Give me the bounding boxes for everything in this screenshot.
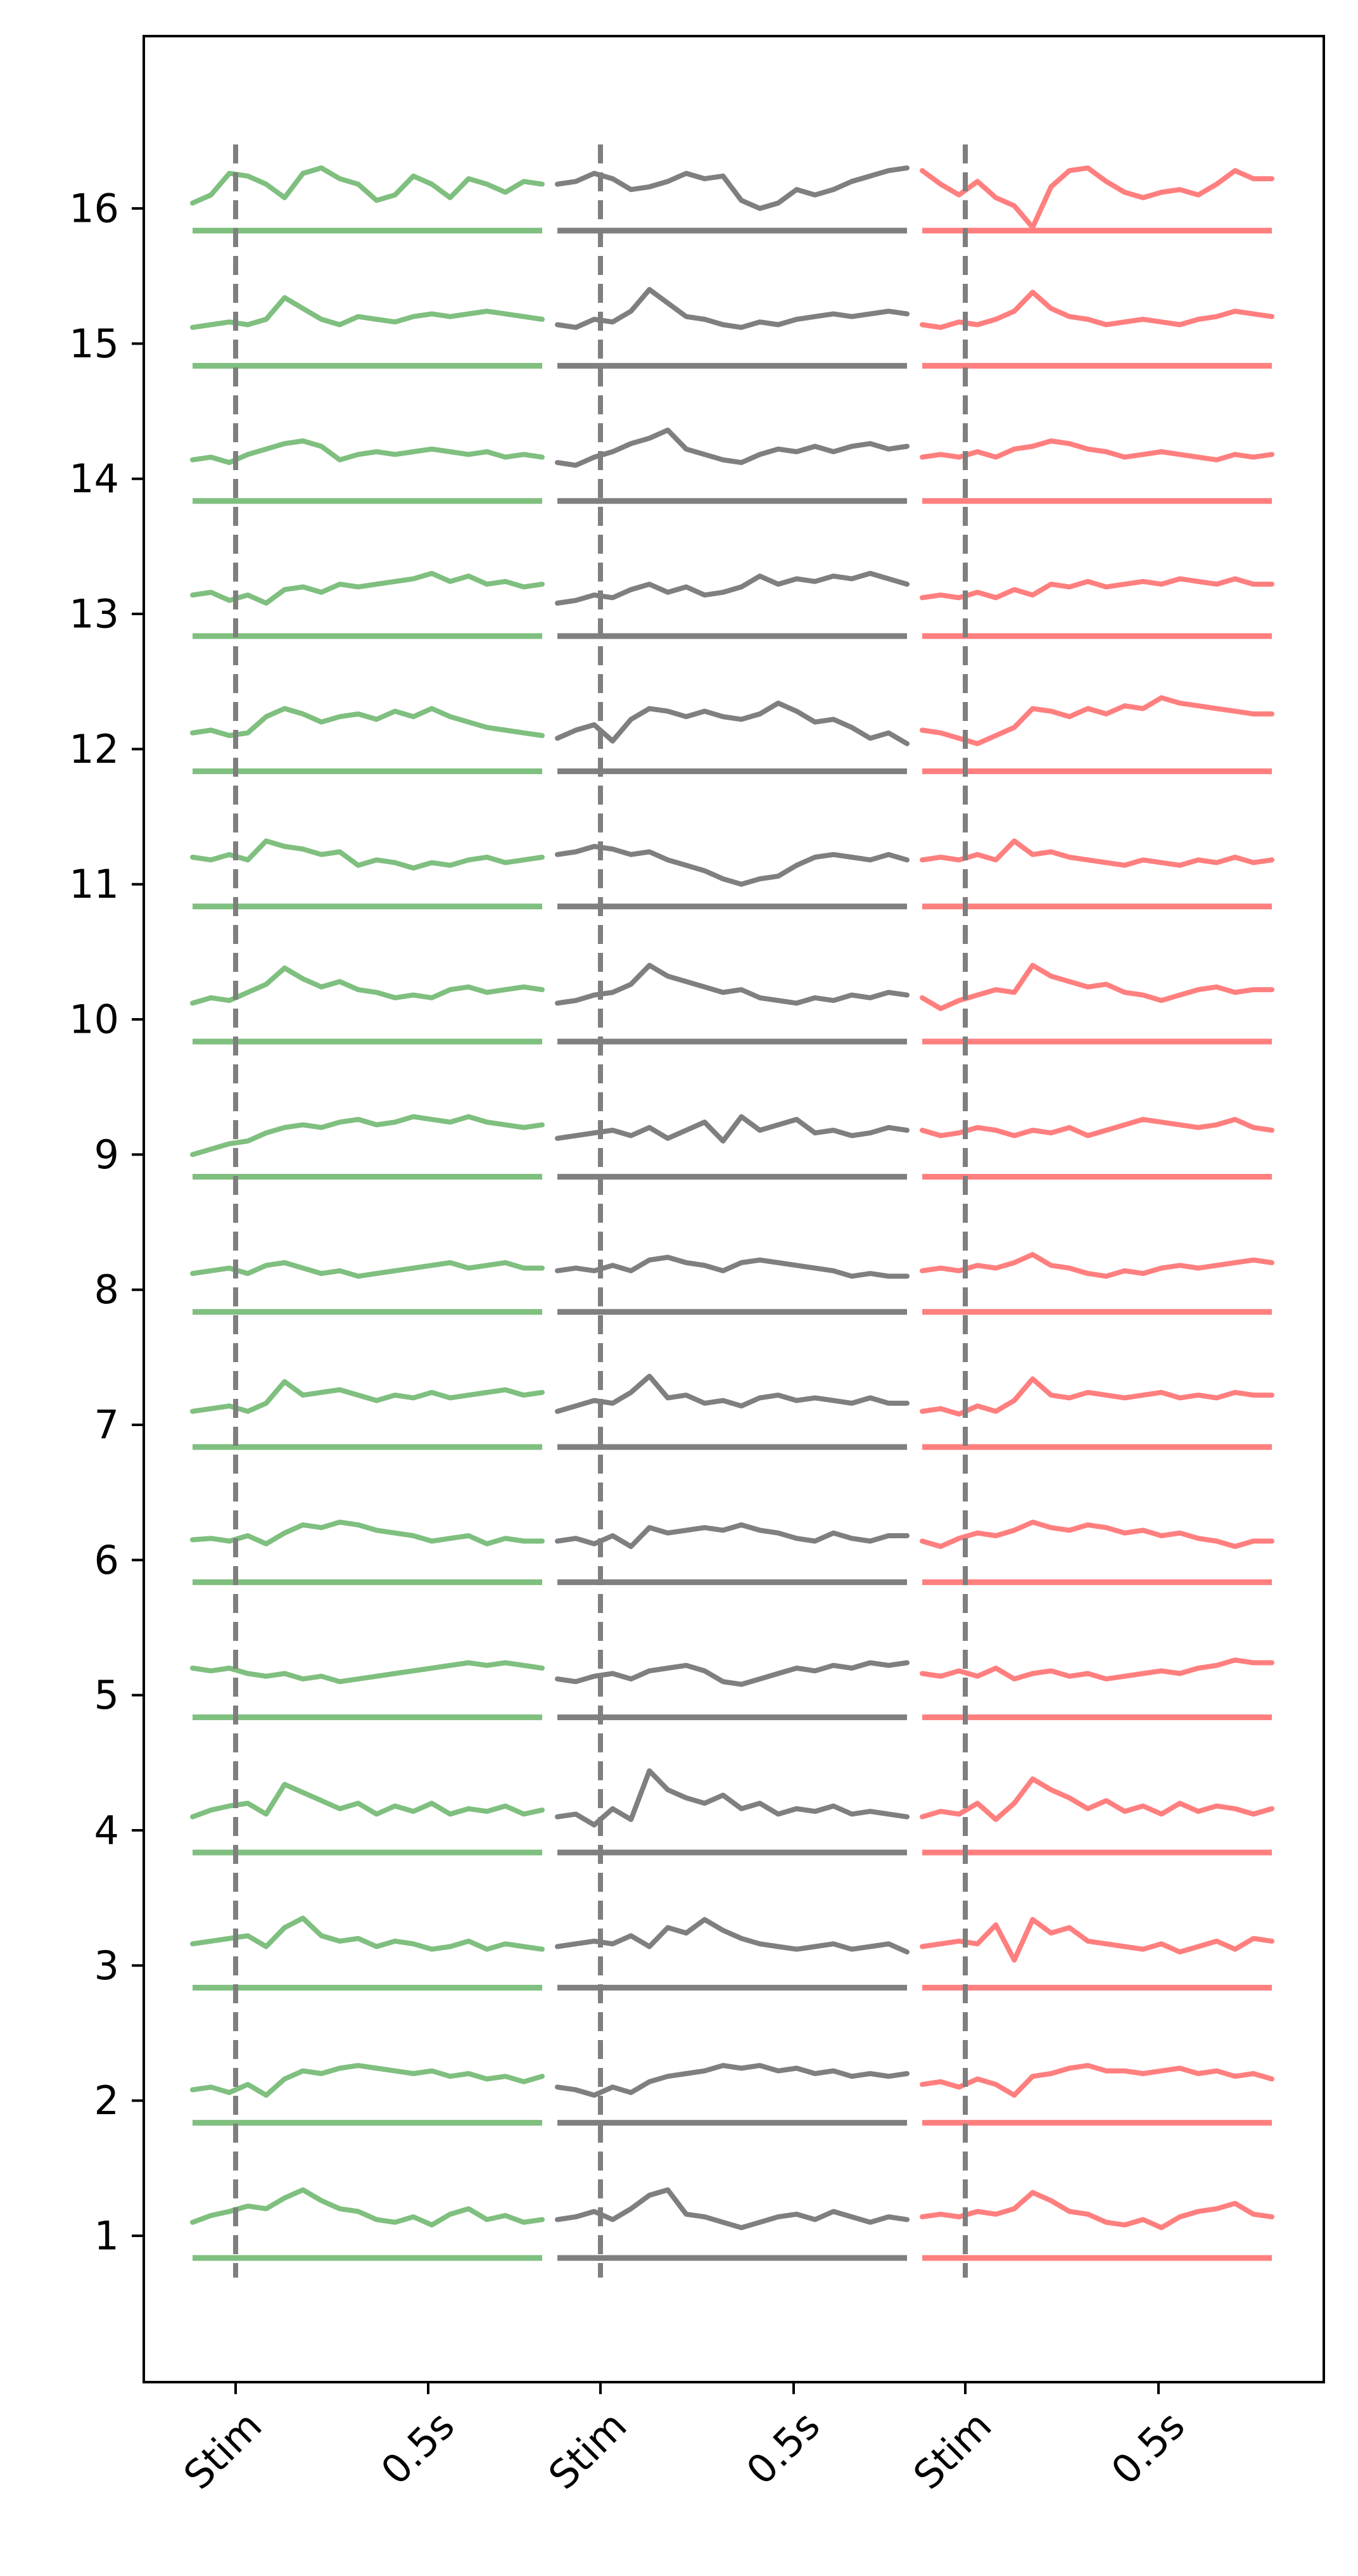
trace-col1-ch15 [190, 295, 545, 330]
y-tick-label-2: 2 [94, 2077, 119, 2124]
trace-col2-ch13 [555, 571, 910, 606]
trace-col3-ch9 [920, 1116, 1274, 1138]
trace-col1-ch11 [190, 838, 545, 871]
trace-col3-ch11 [920, 838, 1274, 868]
trace-col2-ch4 [555, 1768, 910, 1828]
trace-col1-ch8 [190, 1260, 545, 1279]
y-tick-label-11: 11 [69, 861, 119, 907]
trace-col2-ch7 [555, 1374, 910, 1414]
y-tick-label-13: 13 [69, 591, 119, 637]
trace-col2-ch14 [555, 427, 910, 468]
trace-col3-ch2 [920, 2063, 1274, 2098]
trace-col1-ch13 [190, 571, 545, 606]
trace-col1-ch16 [190, 165, 545, 206]
trace-col3-ch4 [920, 1776, 1274, 1822]
y-tick-label-14: 14 [69, 456, 119, 502]
trace-col1-ch14 [190, 438, 545, 466]
y-tick-label-5: 5 [94, 1672, 119, 1718]
trace-col3-ch7 [920, 1376, 1274, 1417]
plot-frame [143, 35, 1325, 2383]
trace-col1-ch4 [190, 1782, 545, 1820]
trace-col3-ch16 [920, 165, 1274, 230]
trace-col2-ch11 [555, 844, 910, 887]
trace-col1-ch10 [190, 966, 545, 1006]
trace-col1-ch1 [190, 2187, 545, 2228]
trace-col2-ch2 [555, 2063, 910, 2098]
trace-col2-ch15 [555, 287, 910, 330]
trace-col1-ch12 [190, 706, 545, 738]
trace-col1-ch6 [190, 1519, 545, 1546]
y-tick-label-10: 10 [69, 997, 119, 1043]
trace-col2-ch1 [555, 2187, 910, 2231]
trace-col3-ch14 [920, 438, 1274, 462]
y-tick-label-1: 1 [94, 2213, 119, 2259]
trace-col1-ch5 [190, 1660, 545, 1685]
baselines-layer [193, 227, 1272, 2261]
y-tick-label-4: 4 [94, 1808, 119, 1854]
y-tick-label-7: 7 [94, 1402, 119, 1448]
trace-col3-ch15 [920, 290, 1274, 330]
trace-col2-ch3 [555, 1916, 910, 1954]
trace-col2-ch6 [555, 1522, 910, 1549]
y-tick-label-15: 15 [69, 321, 119, 367]
y-tick-label-12: 12 [69, 726, 119, 772]
trace-col1-ch3 [190, 1915, 545, 1952]
traces-layer [190, 165, 1274, 2231]
trace-col3-ch13 [920, 576, 1274, 601]
trace-col3-ch10 [920, 962, 1274, 1011]
y-tick-label-16: 16 [69, 186, 119, 232]
trace-col2-ch9 [555, 1114, 910, 1144]
trace-col1-ch9 [190, 1114, 545, 1157]
trace-col3-ch5 [920, 1657, 1274, 1682]
trace-col3-ch12 [920, 695, 1274, 746]
trace-col2-ch5 [555, 1660, 910, 1687]
y-tick-label-9: 9 [94, 1132, 119, 1178]
trace-col3-ch8 [920, 1252, 1274, 1279]
trace-col3-ch6 [920, 1519, 1274, 1549]
trace-col2-ch16 [555, 165, 910, 211]
y-tick-label-6: 6 [94, 1537, 119, 1583]
stim-lines-layer [233, 144, 968, 2278]
y-tick-label-8: 8 [94, 1266, 119, 1313]
trace-col2-ch12 [555, 700, 910, 746]
trace-col3-ch3 [920, 1916, 1274, 1963]
y-tick-label-3: 3 [94, 1942, 119, 1989]
trace-col2-ch8 [555, 1254, 910, 1279]
trace-col1-ch7 [190, 1379, 545, 1414]
trace-col1-ch2 [190, 2063, 545, 2098]
trace-col3-ch1 [920, 2190, 1274, 2231]
trace-col2-ch10 [555, 962, 910, 1006]
